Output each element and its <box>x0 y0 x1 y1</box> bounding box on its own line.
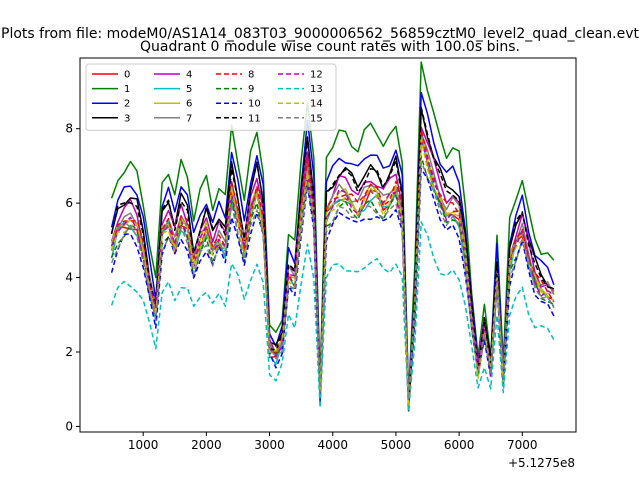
x-tick-label: 7000 <box>507 438 538 452</box>
legend-label-12: 12 <box>310 70 323 81</box>
legend-label-14: 14 <box>310 99 323 110</box>
series-line-15 <box>110 161 555 401</box>
series-line-1 <box>110 61 555 396</box>
x-tick-label: 5000 <box>381 438 412 452</box>
y-tick-label: 0 <box>65 419 73 433</box>
x-tick-label: 1000 <box>128 438 159 452</box>
legend-label-8: 8 <box>248 70 254 81</box>
legend-label-3: 3 <box>124 113 130 124</box>
series-line-13 <box>110 221 555 411</box>
series-line-8 <box>110 129 555 407</box>
y-tick-label: 8 <box>65 122 73 136</box>
y-tick-label: 4 <box>65 271 73 285</box>
series-line-14 <box>110 138 555 408</box>
x-tick-label: 3000 <box>254 438 285 452</box>
legend-label-10: 10 <box>248 99 261 110</box>
legend-label-15: 15 <box>310 113 323 124</box>
legend-label-5: 5 <box>186 84 192 95</box>
legend-label-11: 11 <box>248 113 261 124</box>
legend-label-4: 4 <box>186 70 192 81</box>
legend-label-7: 7 <box>186 113 192 124</box>
series-line-11 <box>110 106 555 412</box>
y-tick-label: 2 <box>65 345 73 359</box>
series-line-12 <box>110 139 555 406</box>
chart-title: Quadrant 0 module wise count rates with … <box>140 39 520 55</box>
legend-label-0: 0 <box>124 70 130 81</box>
legend-box <box>85 63 337 131</box>
legend-label-2: 2 <box>124 99 130 110</box>
figure-suptitle: Plots from file: modeM0/AS1A14_083T03_90… <box>1 26 639 42</box>
legend-label-9: 9 <box>248 84 254 95</box>
legend-label-6: 6 <box>186 99 192 110</box>
legend-label-1: 1 <box>124 84 130 95</box>
x-offset-label: +5.1275e8 <box>508 456 575 470</box>
legend-label-13: 13 <box>310 84 323 95</box>
x-tick-label: 6000 <box>444 438 475 452</box>
plot-area: 1000 2000 3000 4000 5000 6000 7000024680123456… <box>65 57 577 452</box>
x-tick-label: 2000 <box>191 438 222 452</box>
series-group <box>110 61 555 412</box>
y-tick-label: 6 <box>65 196 73 210</box>
x-tick-label: 4000 <box>317 438 348 452</box>
